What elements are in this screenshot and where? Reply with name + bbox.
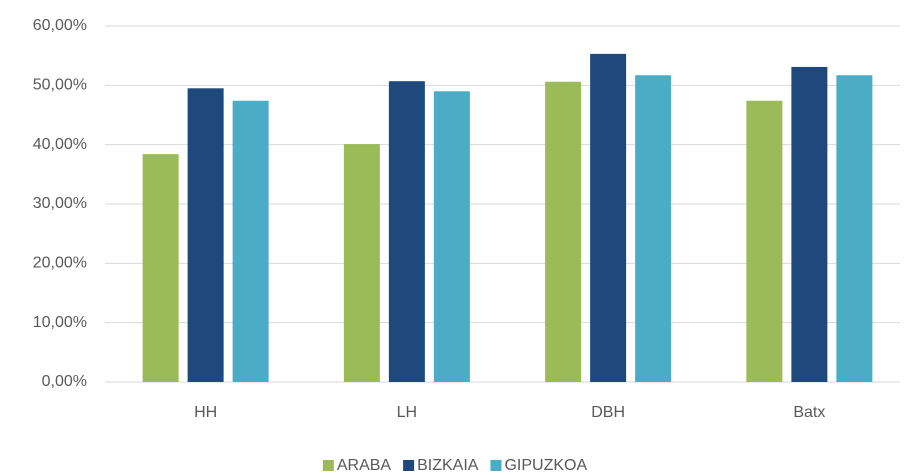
bar [343,144,380,382]
legend-swatch [490,460,502,471]
x-tick-label: HH [194,404,217,421]
y-tick-label: 0,00% [42,373,87,390]
x-tick-label: DBH [591,404,625,421]
legend-swatch [403,460,415,471]
x-tick-label: LH [397,404,417,421]
y-tick-label: 40,00% [33,136,87,153]
legend-label: BIZKAIA [417,457,479,474]
x-tick-label: Batx [793,404,825,421]
bar [388,81,425,383]
y-tick-label: 60,00% [33,17,87,34]
bar [545,81,582,383]
bar [635,75,672,382]
y-tick-label: 50,00% [33,77,87,94]
bar [746,100,783,382]
y-tick-label: 10,00% [33,314,87,331]
bar [836,75,873,382]
bar [142,154,179,382]
y-tick-label: 20,00% [33,255,87,272]
bar [187,88,224,383]
bar [791,66,828,382]
legend-swatch [322,460,334,471]
bar [590,53,627,383]
bar [232,100,269,382]
legend-label: ARABA [337,457,392,474]
bar [433,91,470,383]
legend-label: GIPUZKOA [504,457,587,474]
y-tick-label: 30,00% [33,195,87,212]
legend: ARABA BIZKAIA GIPUZKOA [322,457,587,474]
